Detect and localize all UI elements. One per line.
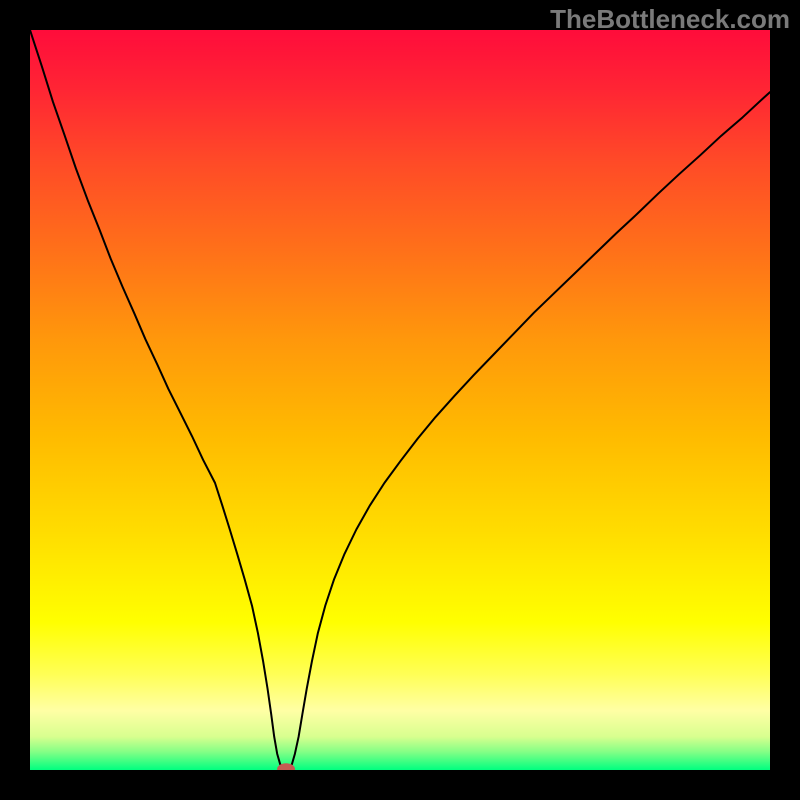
gradient-background (30, 30, 770, 770)
chart-canvas: TheBottleneck.com (0, 0, 800, 800)
plot-area (30, 30, 770, 770)
plot-svg (30, 30, 770, 770)
watermark-text: TheBottleneck.com (550, 4, 790, 35)
